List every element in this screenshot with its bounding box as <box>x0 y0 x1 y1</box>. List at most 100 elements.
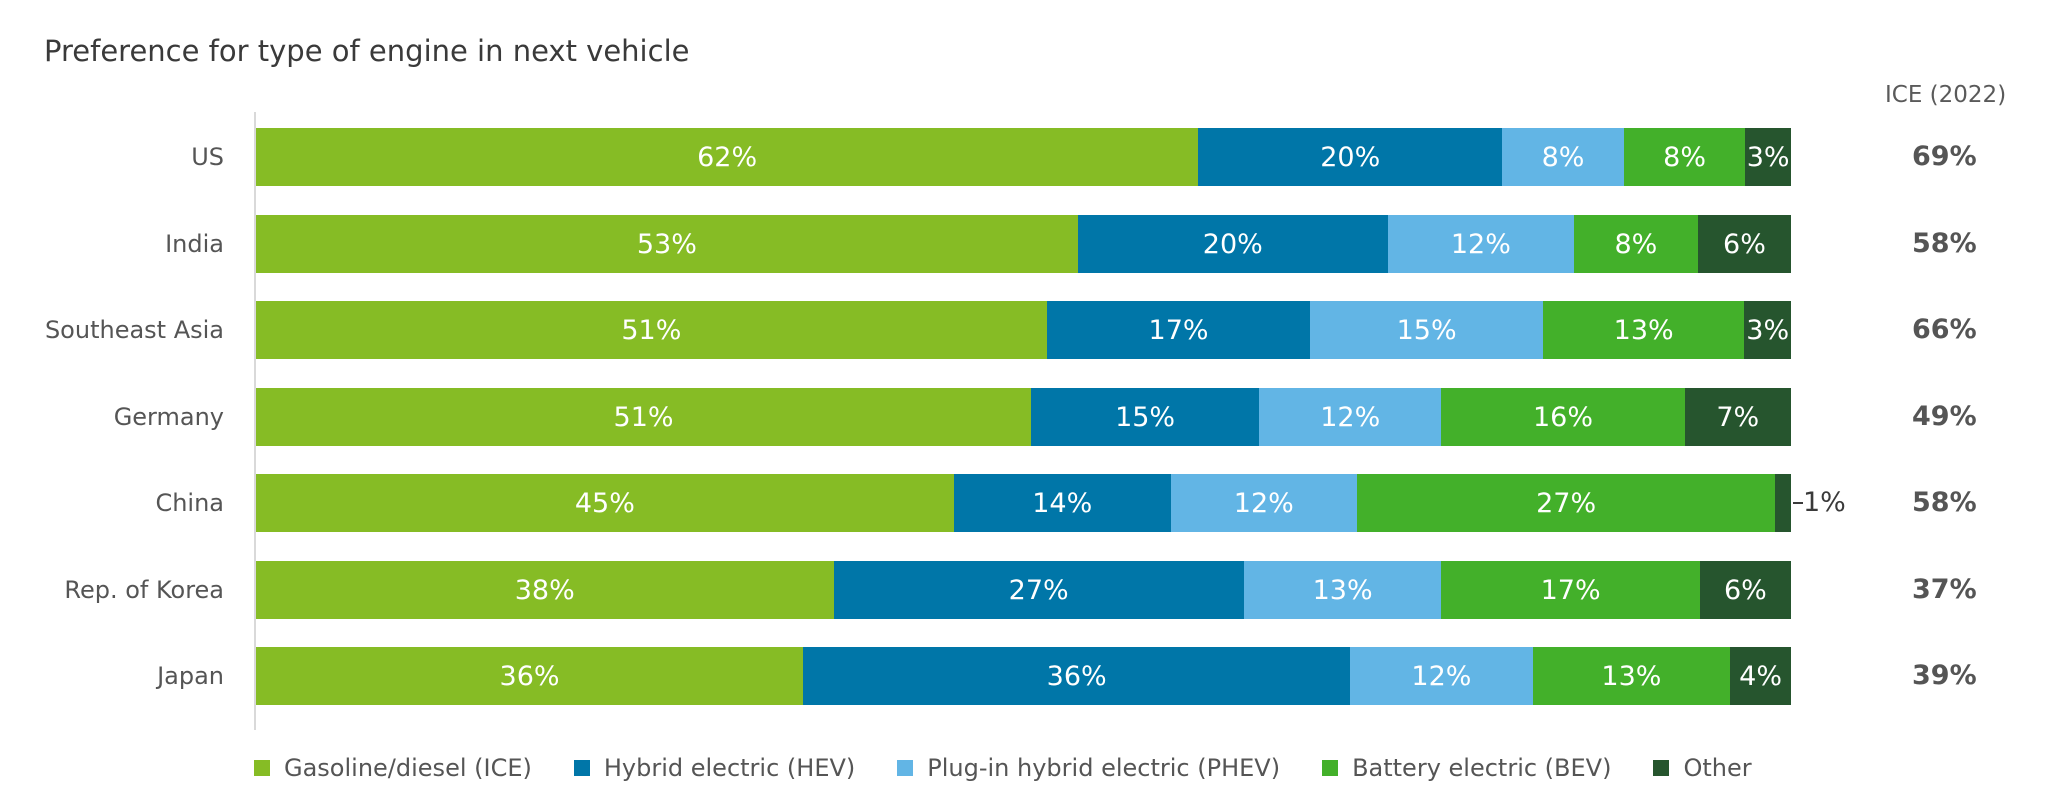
data-label: 51% <box>621 314 682 346</box>
bar-segment: 38% <box>256 561 834 619</box>
ice-2022-value: 39% <box>1912 660 1977 691</box>
bar-segment: 62% <box>256 128 1199 186</box>
bar-segment: 13% <box>1542 301 1745 359</box>
ice-2022-value: 66% <box>1912 314 1977 345</box>
legend-label: Plug-in hybrid electric (PHEV) <box>927 754 1281 782</box>
data-label: 4% <box>1739 660 1782 692</box>
bar-segment: 6% <box>1699 561 1791 619</box>
data-label: 3% <box>1746 314 1790 346</box>
legend-item: Other <box>1653 754 1752 782</box>
data-label: 16% <box>1533 401 1594 433</box>
data-label: 12% <box>1233 487 1294 519</box>
category-label: India <box>165 230 224 258</box>
bar-segment: 3% <box>1744 301 1791 359</box>
legend-label: Gasoline/diesel (ICE) <box>284 754 532 782</box>
bar-segment <box>1775 474 1791 532</box>
bar-row: 51% 15% 12% 16% 7% <box>256 388 1791 446</box>
bar-segment: 8% <box>1623 128 1746 186</box>
bar-row: 62% 20% 8% 8% 3% <box>256 128 1791 186</box>
data-label: 8% <box>1663 141 1706 173</box>
legend-swatch-icon <box>573 760 590 776</box>
category-label: Germany <box>113 403 224 431</box>
bar-row: 36% 36% 12% 13% 4% <box>256 647 1791 705</box>
legend-swatch-icon <box>1322 760 1339 776</box>
ice-2022-value: 69% <box>1912 141 1977 172</box>
bar-segment: 12% <box>1350 647 1533 705</box>
data-label: 13% <box>1613 314 1674 346</box>
legend-label: Hybrid electric (HEV) <box>603 754 856 782</box>
data-label: 45% <box>574 487 635 519</box>
data-label: 12% <box>1450 228 1511 260</box>
data-label: 8% <box>1541 141 1585 173</box>
bar-segment: 45% <box>256 474 954 532</box>
bar-segment: 8% <box>1573 215 1698 273</box>
bar-segment: 4% <box>1730 647 1791 705</box>
bar-segment: 36% <box>256 647 804 705</box>
bar-segment: 27% <box>833 561 1244 619</box>
bar-segment: 36% <box>803 647 1351 705</box>
data-label: 38% <box>514 574 575 606</box>
data-label: 15% <box>1396 314 1457 346</box>
ice-2022-value: 58% <box>1912 487 1977 518</box>
bar-segment: 7% <box>1684 388 1791 446</box>
data-label: 20% <box>1320 141 1381 173</box>
legend-item: Hybrid electric (HEV) <box>573 754 856 782</box>
data-label: 17% <box>1148 314 1209 346</box>
bar-segment: 14% <box>953 474 1171 532</box>
ice-2022-value: 49% <box>1912 401 1977 432</box>
bar-segment: 51% <box>256 388 1032 446</box>
legend-swatch-icon <box>254 760 270 776</box>
data-label: 51% <box>613 401 674 433</box>
data-label: 20% <box>1202 228 1263 260</box>
bar-segment: 20% <box>1198 128 1503 186</box>
bar-segment: 53% <box>256 215 1078 273</box>
data-label: 27% <box>1536 487 1597 519</box>
bar-segment: 13% <box>1532 647 1731 705</box>
bar-segment: 8% <box>1502 128 1624 186</box>
bar-segment: 12% <box>1387 215 1574 273</box>
category-label: US <box>191 143 224 171</box>
bar-segment: 6% <box>1697 215 1791 273</box>
ice-2022-header: ICE (2022) <box>1885 82 2007 108</box>
data-label: 27% <box>1008 574 1069 606</box>
data-label: 13% <box>1312 574 1373 606</box>
legend: Gasoline/diesel (ICE) Hybrid electric (HE… <box>254 754 1794 782</box>
data-label: 36% <box>499 660 560 692</box>
bar-segment: 15% <box>1031 388 1260 446</box>
data-label: 6% <box>1723 574 1767 606</box>
bar-segment: 12% <box>1170 474 1357 532</box>
data-label: 12% <box>1320 401 1381 433</box>
data-label: 17% <box>1540 574 1601 606</box>
category-label: Rep. of Korea <box>64 576 224 604</box>
data-label: 13% <box>1601 660 1662 692</box>
data-label: 36% <box>1046 660 1107 692</box>
legend-item: Gasoline/diesel (ICE) <box>254 754 532 782</box>
category-axis-line <box>254 112 256 730</box>
legend-item: Plug-in hybrid electric (PHEV) <box>897 754 1280 782</box>
bar-segment: 3% <box>1745 128 1791 186</box>
category-label: Southeast Asia <box>44 316 224 344</box>
bar-segment: 12% <box>1259 388 1442 446</box>
data-label: 1% <box>1803 487 1846 518</box>
data-label: 14% <box>1032 487 1093 519</box>
ice-2022-value: 37% <box>1912 574 1977 605</box>
bar-segment: 20% <box>1077 215 1388 273</box>
data-label: 62% <box>697 141 758 173</box>
data-label: 7% <box>1716 401 1760 433</box>
bar-row: 51% 17% 15% 13% 3% <box>256 301 1791 359</box>
bar-row: 45% 14% 12% 27% <box>256 474 1791 532</box>
data-label: 15% <box>1115 401 1176 433</box>
data-label: 53% <box>636 228 697 260</box>
bar-segment: 13% <box>1243 561 1442 619</box>
data-label: 6% <box>1723 228 1766 260</box>
category-label: China <box>155 489 224 517</box>
data-label: 12% <box>1411 660 1472 692</box>
bar-segment: 51% <box>256 301 1047 359</box>
chart-title: Preference for type of engine in next ve… <box>44 34 690 68</box>
bar-segment: 16% <box>1441 388 1685 446</box>
category-label: Japan <box>157 662 224 690</box>
legend-item: Battery electric (BEV) <box>1322 754 1611 782</box>
data-label: 8% <box>1614 228 1658 260</box>
legend-swatch-icon <box>1653 760 1670 776</box>
bar-row: 38% 27% 13% 17% 6% <box>256 561 1791 619</box>
